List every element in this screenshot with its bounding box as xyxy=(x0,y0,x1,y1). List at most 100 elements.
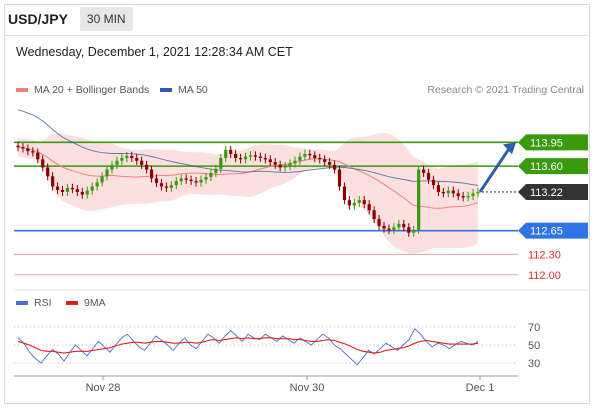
candle-body xyxy=(456,193,460,197)
candle-body xyxy=(184,178,188,180)
candle-body xyxy=(135,157,139,161)
x-tick-label: Nov 30 xyxy=(290,382,325,394)
candle-body xyxy=(258,156,262,158)
ma9-swatch xyxy=(66,301,78,305)
candle-body xyxy=(120,157,124,161)
candle-body xyxy=(219,157,223,169)
candle-body xyxy=(234,153,238,158)
candle-body xyxy=(426,172,431,180)
candle-body xyxy=(476,191,480,194)
candle-body xyxy=(332,164,337,170)
candle-body xyxy=(214,168,218,173)
candle-body xyxy=(377,219,381,226)
candle-body xyxy=(164,186,168,188)
candle-body xyxy=(392,227,396,230)
candle-body xyxy=(431,179,436,186)
legend-rsi-label: RSI xyxy=(34,297,52,309)
candle-body xyxy=(115,160,119,165)
legend-ma50: MA 50 xyxy=(160,84,208,96)
candle-body xyxy=(318,157,322,160)
candle-body xyxy=(372,210,376,220)
candle-body xyxy=(229,149,233,154)
candle-body xyxy=(421,169,426,173)
candle-body xyxy=(268,159,272,163)
candle-body xyxy=(149,169,154,179)
rsi-line xyxy=(17,328,479,366)
candle-body xyxy=(441,191,445,194)
candle-body xyxy=(125,155,129,158)
candle-body xyxy=(80,191,84,195)
legend-ma20: MA 20 + Bollinger Bands xyxy=(16,84,149,96)
level-label-113.22: 113.22 xyxy=(530,187,563,199)
x-tick-label: Nov 28 xyxy=(86,382,121,394)
datetime-label: Wednesday, December 1, 2021 12:28:34 AM … xyxy=(16,45,293,59)
candle-body xyxy=(159,183,164,187)
candle-body xyxy=(417,169,421,230)
candle-body xyxy=(194,181,198,183)
candle-body xyxy=(204,177,208,180)
legend-ma50-label: MA 50 xyxy=(178,84,208,96)
candle-body xyxy=(283,166,287,168)
forecast-arrow-shaft xyxy=(478,146,512,193)
candle-body xyxy=(446,190,450,194)
title-row: USD/JPY 30 MIN xyxy=(4,5,133,33)
candle-body xyxy=(16,145,20,148)
candle-body xyxy=(293,160,297,164)
candle-body xyxy=(75,189,79,192)
level-tag-113.60 xyxy=(518,158,588,175)
level-label-112.30: 112.30 xyxy=(528,249,561,261)
ma9-line xyxy=(17,337,479,354)
candle-body xyxy=(273,162,277,165)
candle-body xyxy=(41,159,45,168)
header-divider xyxy=(4,35,590,36)
candle-body xyxy=(298,156,302,161)
ma50-line xyxy=(17,109,479,186)
candle-body xyxy=(397,223,401,228)
candle-body xyxy=(466,196,470,198)
ma20-swatch xyxy=(16,88,28,92)
candle-body xyxy=(140,160,144,165)
candle-body xyxy=(65,187,70,192)
candle-body xyxy=(461,196,465,198)
candle-body xyxy=(357,200,361,203)
candle-body xyxy=(253,155,258,157)
candle-body xyxy=(278,164,282,168)
level-tag-113.95 xyxy=(518,134,588,151)
candle-body xyxy=(36,152,40,160)
candle-body xyxy=(174,181,178,186)
legend-rsi: RSI xyxy=(16,297,52,309)
candle-body xyxy=(387,228,391,230)
candle-body xyxy=(313,155,317,158)
candle-body xyxy=(90,186,94,191)
candle-body xyxy=(362,200,366,205)
candle-body xyxy=(169,185,173,188)
level-label-112.65: 112.65 xyxy=(530,226,563,238)
candle-body xyxy=(224,149,228,158)
candle-body xyxy=(352,202,356,206)
candle-body xyxy=(110,164,114,170)
candle-body xyxy=(70,187,75,190)
level-tag-113.22 xyxy=(518,183,588,200)
osc-tick-70: 70 xyxy=(528,322,540,334)
candle-body xyxy=(26,148,30,152)
candle-body xyxy=(85,190,89,195)
candle-body xyxy=(323,159,327,163)
period-badge[interactable]: 30 MIN xyxy=(79,7,133,31)
candle-body xyxy=(407,227,411,233)
candle-body xyxy=(209,172,213,177)
legend-9ma-label: 9MA xyxy=(84,297,106,309)
bollinger-band-area xyxy=(18,132,478,254)
level-label-112.00: 112.00 xyxy=(528,270,561,282)
candle-body xyxy=(367,204,371,211)
candle-body xyxy=(328,162,332,165)
candle-body xyxy=(179,178,183,182)
x-tick-label: Dec 1 xyxy=(466,382,495,394)
candle-body xyxy=(436,185,441,192)
candle-body xyxy=(95,182,99,187)
candle-body xyxy=(451,190,455,194)
forecast-arrow-head xyxy=(503,142,516,155)
candle-body xyxy=(51,176,55,187)
candle-body xyxy=(55,186,60,190)
candle-body xyxy=(402,223,406,228)
